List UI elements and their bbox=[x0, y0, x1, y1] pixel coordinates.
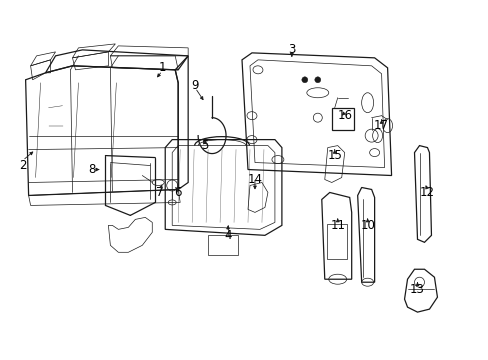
Text: 1: 1 bbox=[158, 61, 165, 74]
Text: 17: 17 bbox=[373, 119, 388, 132]
Text: 5: 5 bbox=[201, 139, 208, 152]
Bar bbox=[331, 108, 353, 130]
Circle shape bbox=[301, 77, 307, 83]
Text: 6: 6 bbox=[174, 186, 182, 199]
Text: 16: 16 bbox=[337, 109, 351, 122]
Text: 7: 7 bbox=[156, 186, 163, 199]
Text: 3: 3 bbox=[287, 43, 295, 57]
Text: 4: 4 bbox=[224, 229, 231, 242]
Text: 9: 9 bbox=[191, 79, 199, 92]
Text: 10: 10 bbox=[360, 219, 374, 232]
Text: 8: 8 bbox=[88, 163, 96, 176]
Text: 14: 14 bbox=[247, 173, 262, 186]
Bar bbox=[326, 224, 346, 259]
Text: 13: 13 bbox=[409, 283, 424, 296]
Text: 11: 11 bbox=[329, 219, 345, 232]
Text: 15: 15 bbox=[326, 149, 342, 162]
Text: 12: 12 bbox=[419, 186, 434, 199]
Text: 2: 2 bbox=[19, 159, 26, 172]
Circle shape bbox=[314, 77, 320, 83]
